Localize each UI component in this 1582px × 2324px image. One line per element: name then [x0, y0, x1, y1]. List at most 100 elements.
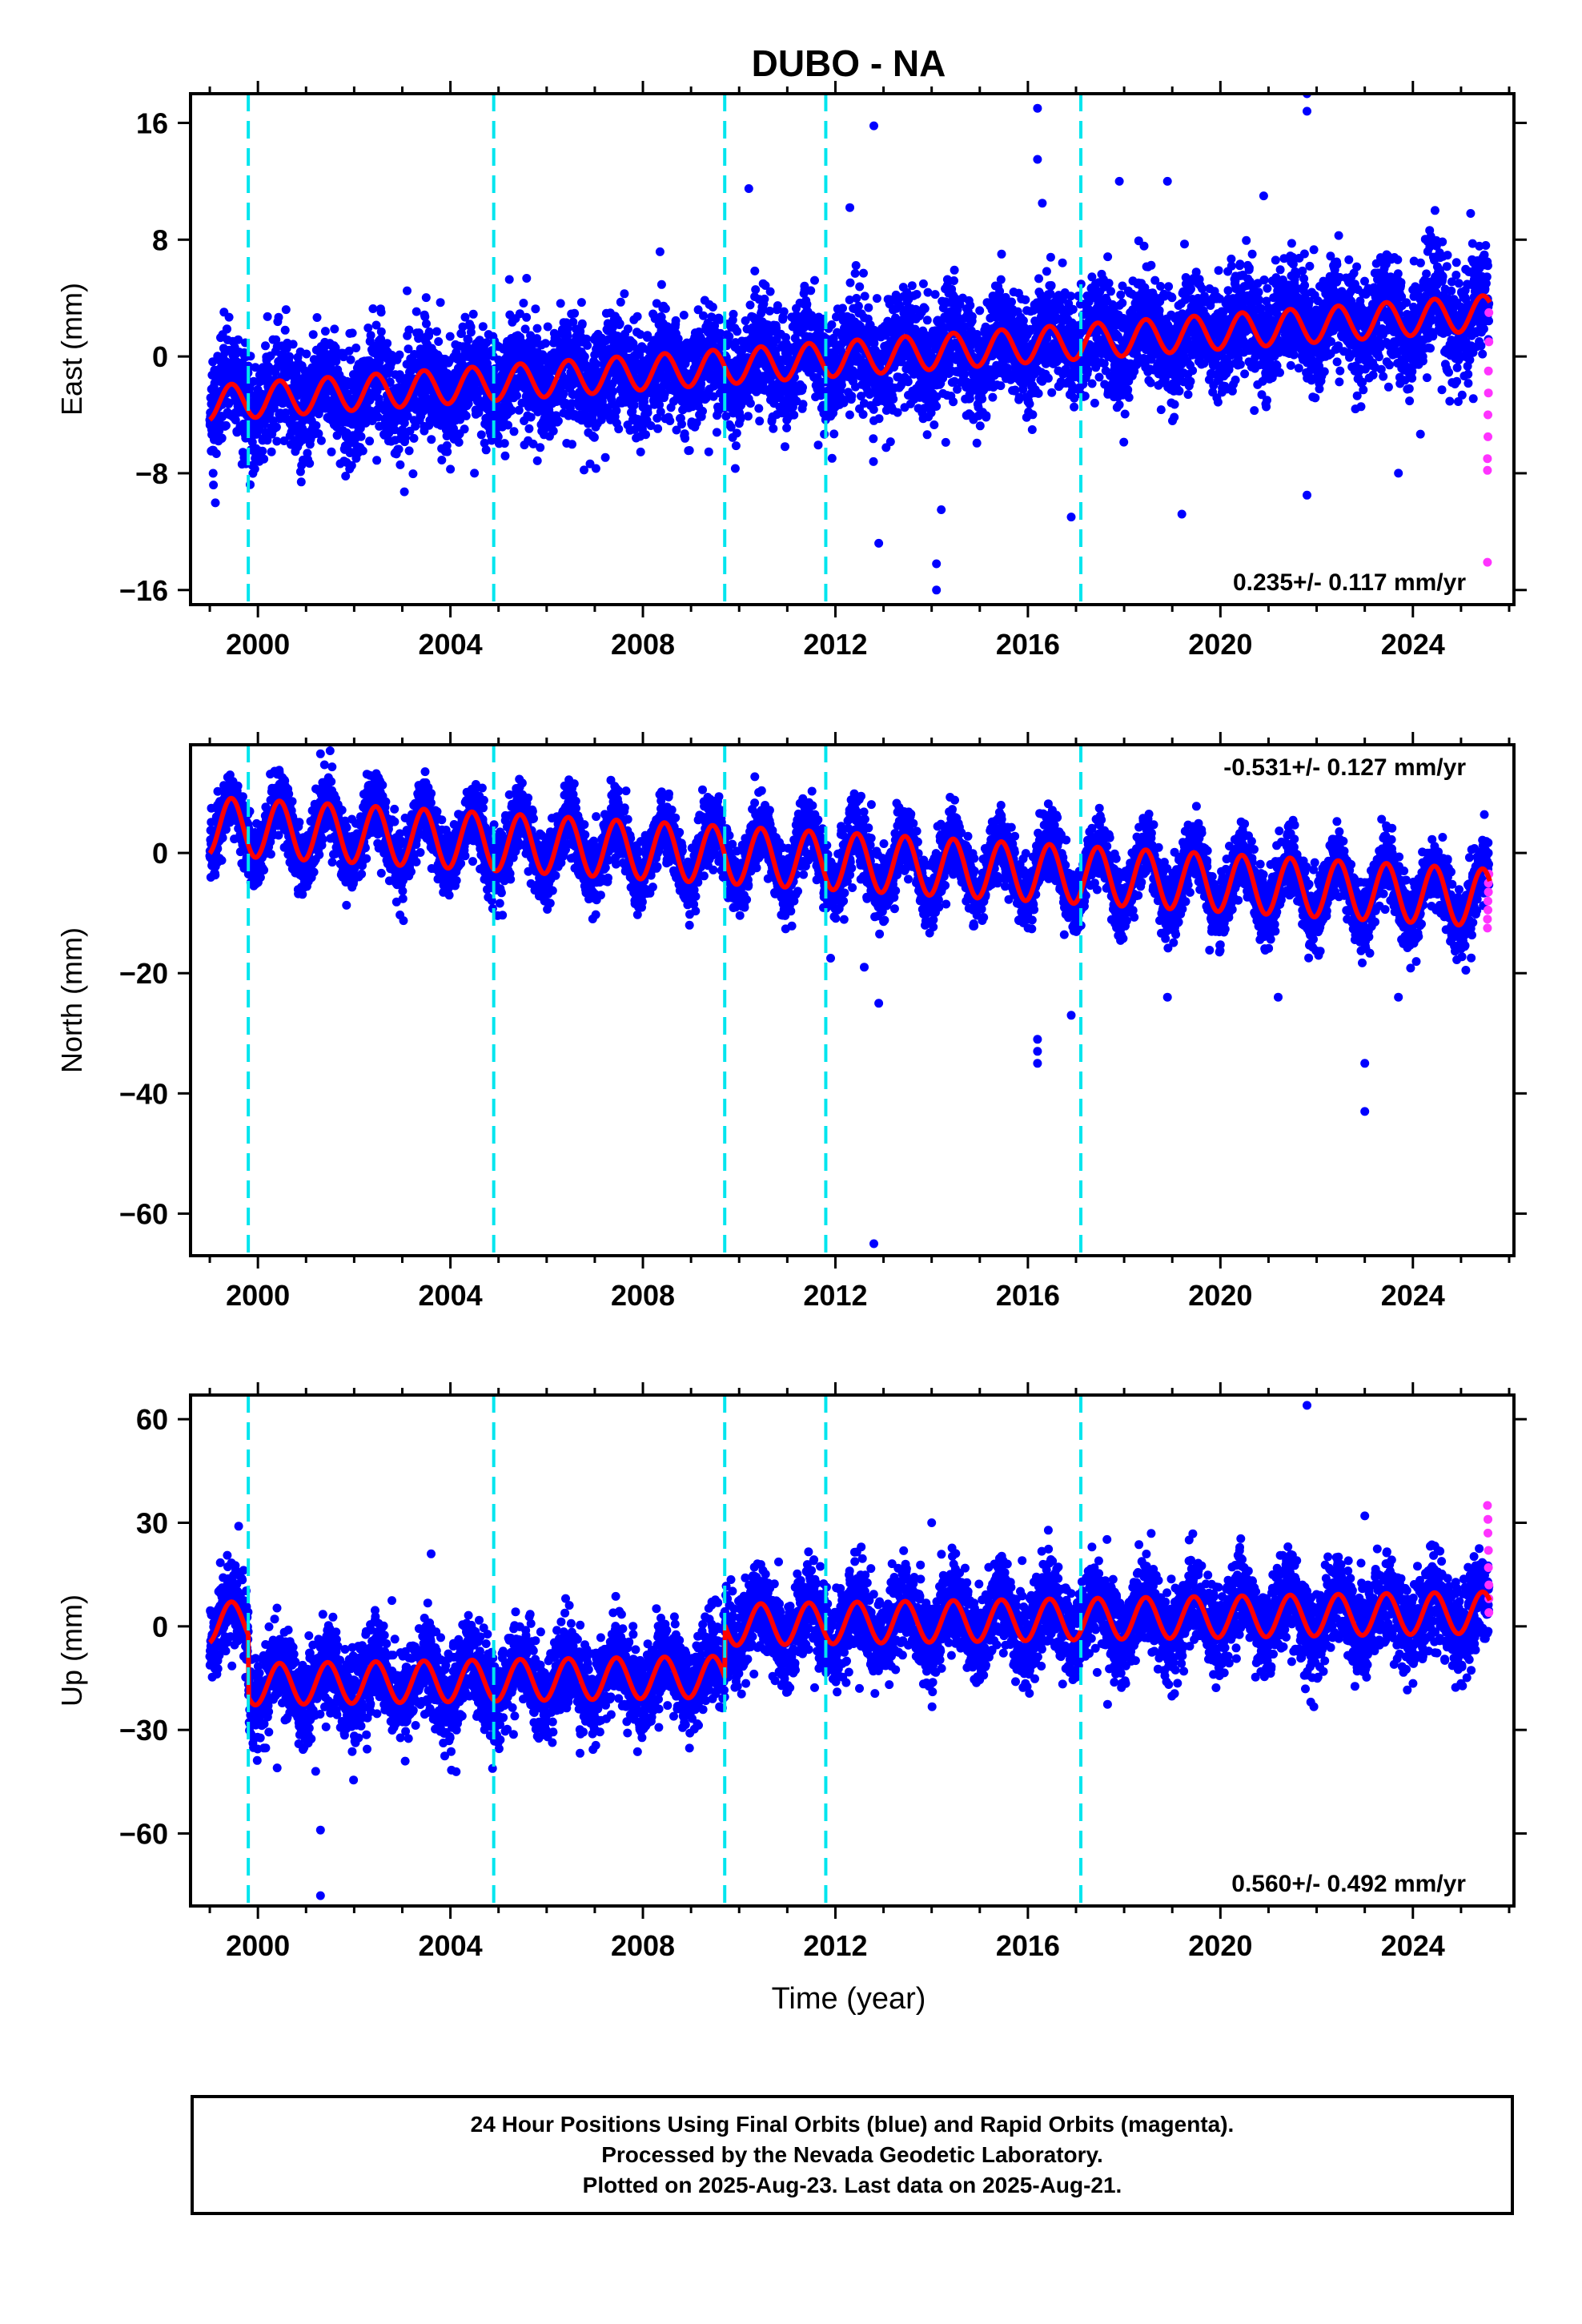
- east-point: [922, 316, 932, 325]
- east-final-orbit-points: [205, 94, 1494, 595]
- east-point: [570, 308, 580, 318]
- east-point: [1104, 279, 1114, 288]
- east-point: [464, 335, 473, 344]
- east-point: [427, 435, 436, 444]
- east-point: [312, 313, 322, 322]
- east-point: [636, 447, 645, 456]
- east-point: [517, 398, 527, 408]
- east-point: [346, 355, 355, 364]
- east-point: [376, 308, 386, 317]
- east-point: [404, 446, 414, 456]
- east-point: [520, 324, 530, 334]
- east-point: [403, 412, 412, 421]
- east-point: [305, 459, 315, 468]
- east-point: [314, 429, 323, 438]
- east-point: [532, 324, 542, 333]
- east-point: [368, 304, 378, 313]
- east-point: [1021, 295, 1030, 304]
- east-point: [754, 404, 764, 413]
- east-point: [365, 436, 375, 446]
- east-point: [421, 293, 431, 303]
- east-point: [975, 306, 985, 316]
- east-point: [532, 456, 542, 465]
- east-point: [643, 408, 652, 417]
- east-point: [827, 453, 837, 463]
- east-point: [1043, 373, 1053, 383]
- east-point: [454, 437, 464, 447]
- east-point: [677, 420, 686, 429]
- east-point: [274, 312, 283, 322]
- east-point: [966, 300, 975, 310]
- east-point: [330, 324, 339, 334]
- east-point: [373, 412, 383, 422]
- east-point: [1046, 281, 1056, 290]
- east-point: [522, 312, 532, 322]
- east-point: [860, 292, 869, 301]
- east-point: [731, 441, 741, 451]
- east-point: [478, 322, 488, 332]
- east-point: [396, 460, 405, 469]
- east-point: [524, 424, 534, 433]
- east-point: [712, 428, 721, 437]
- east-point: [620, 289, 629, 299]
- east-point: [211, 449, 221, 458]
- east-point: [847, 392, 857, 401]
- east-point: [507, 405, 516, 415]
- east-point: [1068, 304, 1078, 314]
- east-point: [736, 414, 745, 424]
- east-point: [732, 428, 741, 438]
- east-point: [504, 420, 512, 430]
- east-point: [585, 459, 595, 468]
- east-point: [978, 394, 987, 404]
- east-point: [893, 408, 902, 417]
- east-point: [281, 305, 291, 315]
- east-point: [743, 412, 753, 421]
- east-point: [480, 438, 489, 448]
- east-point: [903, 377, 913, 387]
- east-point: [653, 424, 663, 433]
- east-point: [267, 447, 276, 456]
- east-point: [303, 448, 312, 458]
- east-point: [540, 339, 550, 348]
- east-point: [685, 446, 694, 455]
- east-point: [376, 334, 386, 344]
- east-point: [997, 249, 1006, 259]
- east-point: [420, 312, 430, 321]
- east-point: [556, 299, 565, 308]
- east-point: [449, 424, 458, 433]
- east-point: [211, 498, 220, 508]
- east-point: [432, 327, 441, 336]
- east-point: [514, 405, 524, 415]
- east-point: [1087, 379, 1097, 388]
- east-point: [500, 439, 509, 448]
- east-point: [223, 324, 231, 334]
- east-point: [996, 275, 1006, 284]
- east-point: [279, 436, 289, 445]
- east-point: [250, 464, 259, 474]
- east-point: [482, 338, 492, 348]
- east-point: [414, 328, 424, 338]
- east-point: [798, 383, 807, 392]
- east-point: [1034, 388, 1043, 398]
- east-point: [874, 414, 884, 424]
- east-point: [852, 294, 861, 303]
- east-point: [358, 446, 367, 456]
- east-point: [789, 410, 799, 420]
- east-point: [372, 456, 382, 465]
- chart-title: DUBO - NA: [752, 42, 946, 84]
- east-point: [347, 448, 356, 457]
- east-point: [779, 307, 789, 316]
- east-point: [950, 276, 958, 285]
- east-point: [209, 480, 219, 490]
- east-point: [930, 290, 940, 300]
- east-point: [327, 447, 336, 456]
- east-point: [982, 411, 991, 420]
- east-point: [308, 330, 318, 340]
- east-point: [553, 416, 563, 426]
- east-point: [383, 339, 392, 348]
- east-point: [371, 320, 381, 330]
- panel-east: 2000 2004 2008 2012 2016 2020 2024−16−80816Eas…: [55, 81, 1527, 661]
- east-point: [251, 363, 260, 372]
- east-point: [563, 324, 572, 333]
